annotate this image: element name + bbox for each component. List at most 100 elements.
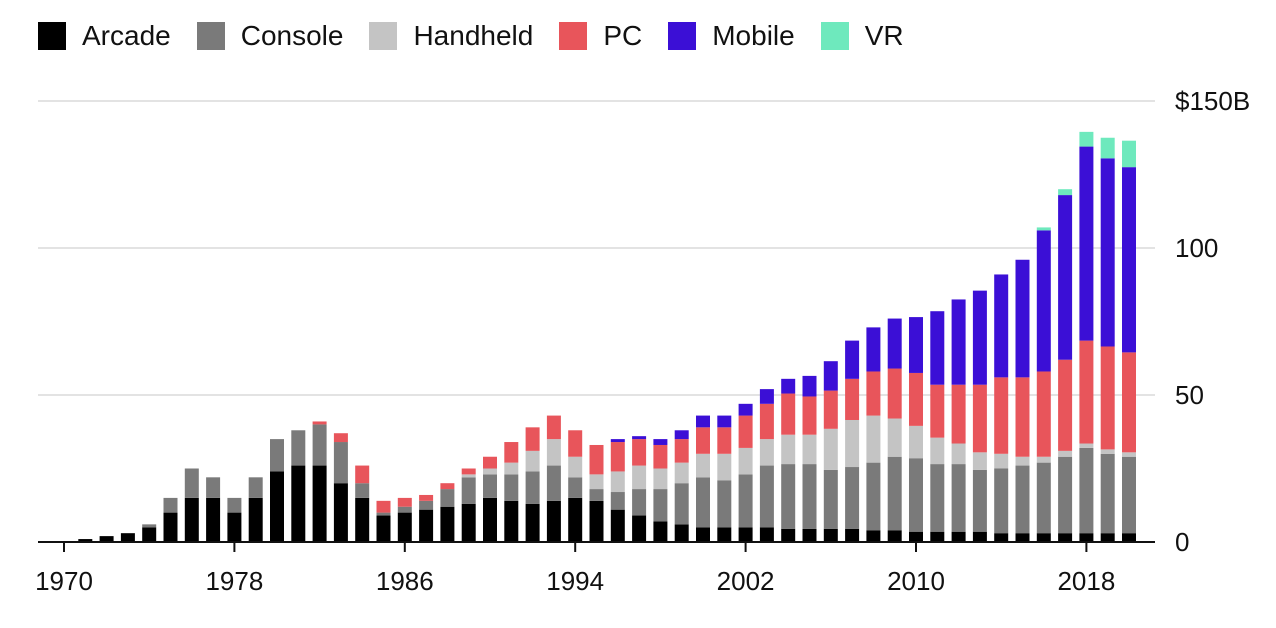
bar-arcade-1985 xyxy=(376,515,391,542)
bar-arcade-1994 xyxy=(568,497,583,542)
bar-mobile-2019 xyxy=(1100,158,1115,347)
bar-console-1979 xyxy=(248,477,263,498)
bar-console-2012 xyxy=(951,464,966,532)
bar-pc-2008 xyxy=(866,371,881,416)
bar-arcade-1973 xyxy=(120,533,135,542)
bar-pc-1993 xyxy=(546,415,561,440)
bar-handheld-2003 xyxy=(759,439,774,466)
bar-handheld-1999 xyxy=(674,462,689,484)
bar-console-1996 xyxy=(610,492,625,510)
bar-handheld-2002 xyxy=(738,447,753,475)
bar-mobile-2006 xyxy=(823,361,838,391)
bar-handheld-1998 xyxy=(653,468,668,490)
bar-mobile-2011 xyxy=(930,311,945,385)
bar-mobile-2013 xyxy=(972,290,987,385)
bar-mobile-2016 xyxy=(1036,230,1051,372)
bar-handheld-1997 xyxy=(632,465,647,490)
bar-console-2020 xyxy=(1122,456,1136,534)
bar-mobile-2008 xyxy=(866,327,881,372)
bar-pc-1986 xyxy=(397,497,412,507)
bar-mobile-2007 xyxy=(845,340,860,379)
bar-pc-2013 xyxy=(972,384,987,453)
bar-arcade-1982 xyxy=(312,465,327,542)
bar-arcade-1993 xyxy=(546,500,561,542)
x-tick-label: 2018 xyxy=(1057,566,1115,596)
bar-arcade-1983 xyxy=(333,483,348,542)
bar-arcade-2006 xyxy=(823,528,838,542)
bar-mobile-2010 xyxy=(909,317,923,373)
bar-console-1975 xyxy=(163,497,178,513)
x-tick-label: 1978 xyxy=(205,566,263,596)
bar-console-2007 xyxy=(845,467,860,529)
bar-pc-2007 xyxy=(845,378,860,420)
bar-handheld-2009 xyxy=(887,418,902,457)
bar-arcade-1987 xyxy=(419,509,434,542)
bar-arcade-1974 xyxy=(142,527,157,542)
bar-mobile-1999 xyxy=(674,430,689,440)
bar-mobile-2020 xyxy=(1122,167,1136,353)
bar-handheld-2014 xyxy=(994,453,1009,469)
bar-vr-2017 xyxy=(1058,189,1073,196)
bar-console-1989 xyxy=(461,477,476,504)
legend-item-arcade: Arcade xyxy=(38,22,171,50)
bar-console-1991 xyxy=(504,474,519,501)
bar-handheld-2008 xyxy=(866,415,881,463)
bar-console-2005 xyxy=(802,464,817,529)
bar-arcade-1991 xyxy=(504,500,519,542)
bar-arcade-1980 xyxy=(270,471,284,542)
bar-console-2003 xyxy=(759,465,774,528)
bar-console-1980 xyxy=(270,439,284,472)
bar-mobile-2014 xyxy=(994,274,1009,378)
legend-label: VR xyxy=(864,20,904,51)
bar-pc-2017 xyxy=(1058,359,1073,451)
bar-mobile-2018 xyxy=(1079,146,1094,341)
bar-pc-2011 xyxy=(930,384,945,438)
bar-arcade-1999 xyxy=(674,524,689,542)
bar-arcade-1997 xyxy=(632,515,647,542)
bar-handheld-2016 xyxy=(1036,456,1051,463)
bar-console-1988 xyxy=(440,489,455,507)
bar-console-2001 xyxy=(717,480,732,528)
bar-console-2000 xyxy=(696,477,710,528)
bar-handheld-1991 xyxy=(504,462,519,475)
bar-arcade-1989 xyxy=(461,503,476,542)
bar-arcade-2015 xyxy=(1015,533,1030,542)
legend-label: PC xyxy=(603,20,643,51)
bar-arcade-1998 xyxy=(653,521,668,542)
bar-pc-1998 xyxy=(653,444,668,469)
legend-item-pc: PC xyxy=(559,22,642,50)
legend-label: Mobile xyxy=(712,20,795,51)
bar-pc-1991 xyxy=(504,442,519,463)
bar-arcade-1976 xyxy=(184,497,199,542)
bar-arcade-1981 xyxy=(291,465,306,542)
bar-arcade-2001 xyxy=(717,527,732,542)
bar-console-2008 xyxy=(866,462,881,531)
bar-arcade-1977 xyxy=(206,497,221,542)
y-tick-label: $150B xyxy=(1175,86,1250,116)
bar-pc-1983 xyxy=(333,433,348,443)
bar-console-2010 xyxy=(909,458,923,532)
bar-handheld-2001 xyxy=(717,453,732,481)
bar-console-1994 xyxy=(568,477,583,498)
bar-pc-1984 xyxy=(355,465,370,484)
bar-console-1982 xyxy=(312,424,327,466)
bar-arcade-1978 xyxy=(227,512,242,542)
bar-handheld-1990 xyxy=(483,468,497,475)
bar-handheld-2013 xyxy=(972,452,987,470)
legend-label: Handheld xyxy=(413,20,534,51)
bar-mobile-2015 xyxy=(1015,259,1030,378)
bar-mobile-2000 xyxy=(696,415,710,428)
bar-arcade-2010 xyxy=(909,531,923,542)
bar-arcade-2008 xyxy=(866,530,881,542)
bar-arcade-1990 xyxy=(483,497,497,542)
chart-legend: Arcade Console Handheld PC Mobile VR xyxy=(38,18,930,54)
bar-console-2015 xyxy=(1015,465,1030,534)
legend-item-mobile: Mobile xyxy=(668,20,795,51)
legend-item-console: Console xyxy=(196,22,343,50)
bar-handheld-1994 xyxy=(568,456,583,478)
bar-handheld-1992 xyxy=(525,450,540,472)
bar-arcade-2013 xyxy=(972,531,987,542)
bar-arcade-2016 xyxy=(1036,533,1051,542)
bar-pc-2006 xyxy=(823,390,838,429)
bar-console-1993 xyxy=(546,465,561,501)
